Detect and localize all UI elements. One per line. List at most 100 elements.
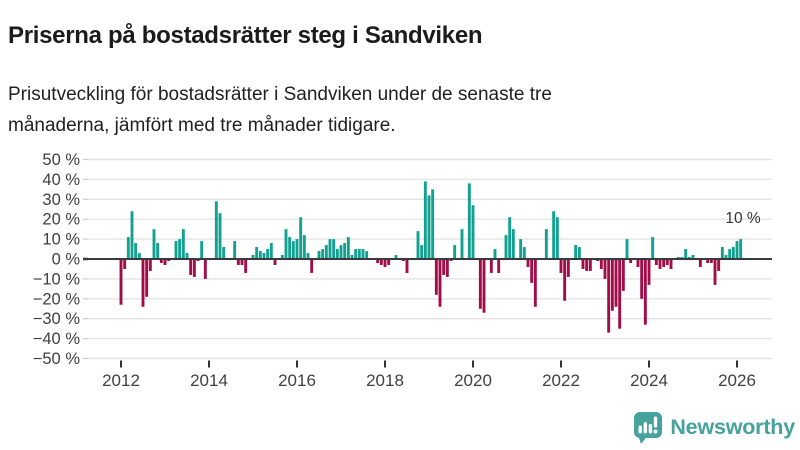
chart-bar [126,237,130,259]
chart-bar [416,231,420,259]
y-tick-label: 10 % [42,231,80,249]
x-tick-label: 2014 [190,371,228,390]
chart-bar [332,239,336,259]
chart-bar [511,229,515,259]
chart-bar [178,239,182,259]
chart-bar [291,241,295,259]
chart-subtitle: Prisutveckling för bostadsrätter i Sandv… [8,84,552,136]
chart-bar [185,253,189,259]
chart-bar [585,259,589,271]
chart-bar [434,259,438,295]
chart-bar [654,259,658,265]
x-tick-label: 2026 [718,371,756,390]
chart-bar [643,259,647,325]
chart-bar [302,235,306,259]
chart-bar [394,255,398,259]
chart-bar [522,247,526,259]
chart-bar [273,259,277,265]
chart-bar [130,211,134,259]
value-annotation: 10 % [725,210,761,227]
chart-bar [658,259,662,269]
chart-bar [706,259,710,263]
chart-bar [588,259,592,271]
chart-bar [544,229,548,259]
chart-bar [159,259,163,263]
chart-bar [379,259,383,265]
chart-bar [266,249,270,259]
chart-bar [614,259,618,307]
chart-bar [317,251,321,259]
chart-bar [299,217,303,259]
chart-bar [629,259,633,263]
chart-bar [460,229,464,259]
chart-bar [647,259,651,285]
chart-bar [222,247,226,259]
chart-bar [280,255,284,259]
chart-bar [731,247,735,259]
chart-bar [339,245,343,259]
chart-bar [200,241,204,259]
chart-bar [728,249,732,259]
chart-bar [189,259,193,275]
y-tick-label: −50 % [33,350,81,368]
chart-bar [581,259,585,269]
chart-bar [324,245,328,259]
chart-bar [618,259,622,329]
x-tick-label: 2022 [542,371,580,390]
chart-bar [709,259,713,263]
chart-bar [559,259,563,273]
chart-bar [684,249,688,259]
y-tick-label: 20 % [42,211,80,229]
page-title: Priserna på bostadsrätter steg i Sandvik… [8,22,483,50]
chart-bar [662,259,666,267]
chart-bar [610,259,614,311]
y-tick-label: −10 % [33,270,81,288]
chart-bar [306,253,310,259]
chart-bar [148,259,152,271]
chart-bar [163,259,167,265]
chart-bar [504,235,508,259]
chart-bar [552,211,556,259]
chart-bar [698,259,702,267]
chart-bar [119,259,123,305]
chart-bar [607,259,611,333]
chart-bar [328,239,332,259]
chart-bar [258,251,262,259]
newsworthy-logo: Newsworthy [633,411,795,444]
chart-bar [563,259,567,301]
chart-bar [405,259,409,273]
chart-bar [508,217,512,259]
chart-bar [137,253,141,259]
chart-bar [288,237,292,259]
chart-bar [691,255,695,259]
chart-bar [493,249,497,259]
chart-bar [467,183,471,259]
chart-bar [152,229,156,259]
chart-bar [533,259,537,307]
y-tick-label: −40 % [33,330,81,348]
chart-bar [665,259,669,265]
chart-bar [383,259,387,267]
x-tick-label: 2018 [366,371,404,390]
x-tick-label: 2012 [102,371,140,390]
chart-bar [240,259,244,265]
chart-bar [174,241,178,259]
chart-bar [669,259,673,269]
chart-bar [354,249,358,259]
chart-bar [244,259,248,273]
chart-bar [599,259,603,269]
chart-bar [640,259,644,299]
chart-bar [346,237,350,259]
chart-bar [335,249,339,259]
chart-bar [445,259,449,277]
y-tick-label: 30 % [42,191,80,209]
chart-bar [625,239,629,259]
chart-bar [482,259,486,313]
chart-bar [350,255,354,259]
chart-bar [442,259,446,275]
chart-bar [577,247,581,259]
y-tick-label: 40 % [42,171,80,189]
chart-bar [555,217,559,259]
chart-bar [438,259,442,307]
